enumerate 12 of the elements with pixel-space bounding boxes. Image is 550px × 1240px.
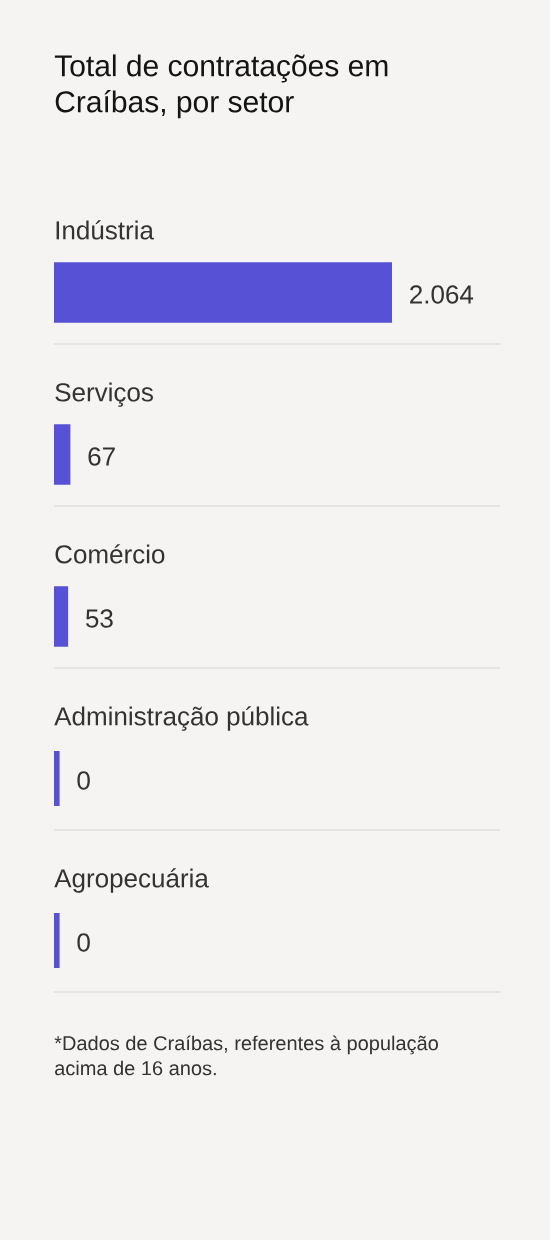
- data-label: 0: [77, 933, 90, 952]
- y-tick-label: Agropecuária: [54, 868, 209, 893]
- y-tick-label: Indústria: [56, 220, 154, 240]
- y-tick-label: Serviços: [55, 382, 153, 407]
- y-tick-label: Comércio: [55, 544, 165, 564]
- chart-title: Total de contratações em Craíbas, por setor: [54, 54, 388, 119]
- data-label: 2.064: [410, 285, 474, 304]
- data-label: 53: [85, 609, 113, 628]
- data-label: 67: [88, 447, 115, 466]
- data-label: 0: [77, 771, 90, 790]
- y-tick-label: Administração pública: [54, 706, 309, 731]
- text: *Dados de Craíbas, referentes à população acima de 16 anos.: [54, 1035, 438, 1076]
